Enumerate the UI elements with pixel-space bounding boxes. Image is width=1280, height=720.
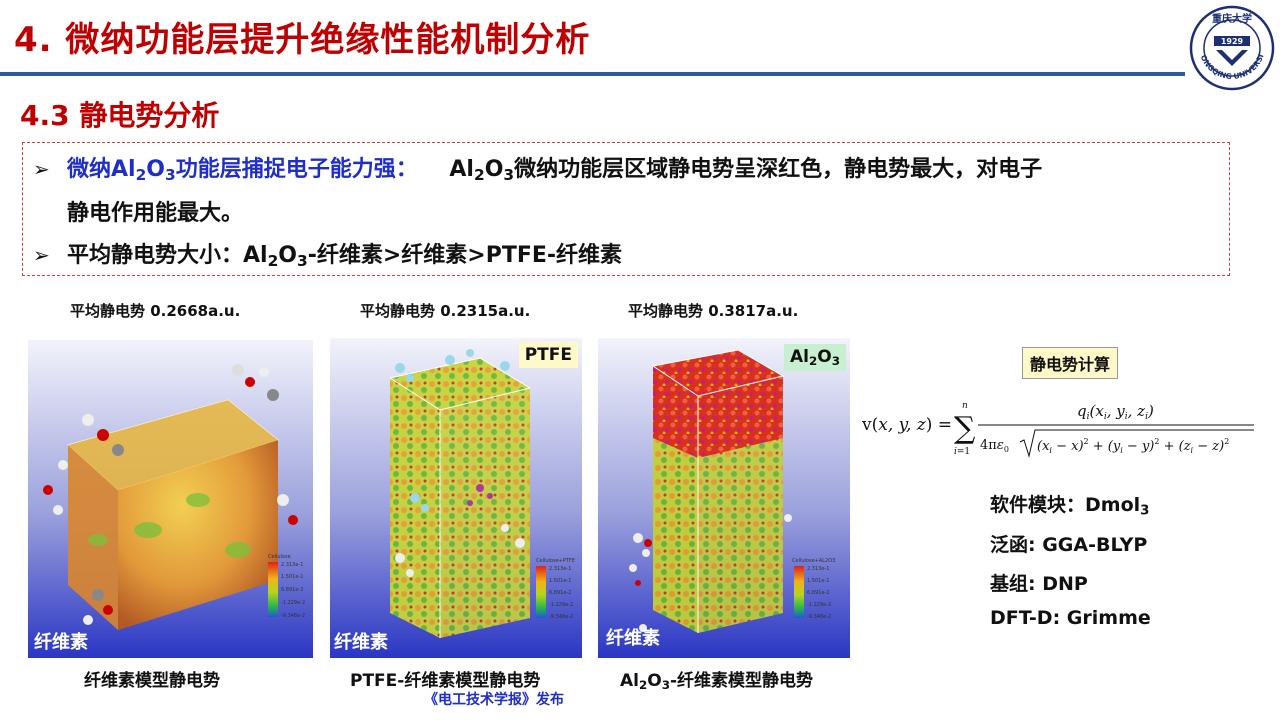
caption-al2o3-model: Al2O3-纤维素模型静电势: [620, 671, 814, 692]
esp-image-ptfe-cellulose: Cellulose+PTFE 2.313e-1 1.501e-1 6.891e-…: [330, 338, 582, 658]
avg-potential-ptfe: 平均静电势 0.2315a.u.: [360, 302, 531, 320]
legend-tick: -9.348e-2: [807, 614, 831, 620]
param-basis-set: 基组: DNP: [990, 573, 1088, 595]
svg-text:4πε0: 4πε0: [980, 438, 1009, 454]
legend-title: Cellulose+PTFE: [536, 558, 575, 564]
legend-tick: 2.313e-1: [807, 566, 829, 572]
svg-text:v(x, y, z) =: v(x, y, z) =: [862, 415, 952, 435]
esp-formula: v(x, y, z) = n ∑ i=1 qi(xi, yi, zi) 4πε0…: [861, 394, 1262, 466]
esp-image-cellulose: Cellulose 2.313e-1 1.501e-1 6.891e-2 -1.…: [28, 340, 313, 658]
legend-tick: 2.313e-1: [549, 566, 571, 572]
legend-title: Cellulose+AL2O3: [792, 558, 835, 564]
legend-tick: 2.313e-1: [281, 562, 303, 568]
material-label: 纤维素: [334, 632, 388, 653]
material-label: 纤维素: [34, 632, 88, 653]
bullet-1: ➢ 微纳Al2O3功能层捕捉电子能力强： Al2O3微纳功能层区域静电势呈深红色，…: [33, 151, 1042, 184]
param-dispersion: DFT-D: Grimme: [990, 607, 1151, 629]
caption-ptfe-model: PTFE-纤维素模型静电势: [350, 671, 541, 691]
legend-tick: -9.348e-2: [281, 613, 305, 619]
legend-tick: 1.501e-1: [807, 578, 829, 584]
esp-image-al2o3-cellulose: Cellulose+AL2O3 2.313e-1 1.501e-1 6.891e…: [598, 338, 850, 658]
param-software: 软件模块：Dmol3: [990, 494, 1150, 519]
title-divider: [0, 72, 1185, 76]
legend-tick: 6.891e-2: [549, 590, 571, 596]
legend-tick: -9.348e-2: [549, 614, 573, 620]
legend-tick: 1.501e-1: [281, 574, 303, 580]
key-findings-box: ➢ 微纳Al2O3功能层捕捉电子能力强： Al2O3微纳功能层区域静电势呈深红色，…: [22, 142, 1230, 276]
bullet-1-continuation: 静电作用能最大。: [67, 201, 244, 226]
legend-tick: 6.891e-2: [807, 590, 829, 596]
calc-label: 静电势计算: [1022, 347, 1119, 379]
ptfe-badge: PTFE: [518, 342, 578, 368]
section-heading: 4.3 静电势分析: [20, 99, 220, 132]
al2o3-badge: Al2O3: [784, 344, 846, 371]
svg-text:qi(xi, yi, zi): qi(xi, yi, zi): [1077, 402, 1154, 422]
svg-text:n: n: [962, 401, 968, 411]
arrow-bullet-icon: ➢: [33, 157, 50, 181]
legend-title: Cellulose: [268, 554, 291, 560]
legend-tick: 1.501e-1: [549, 578, 571, 584]
avg-potential-al2o3: 平均静电势 0.3817a.u.: [628, 302, 799, 320]
university-logo: CHONGQING UNIVERSITY 重庆大学 1929: [1184, 0, 1276, 92]
logo-top-text: 重庆大学: [1212, 12, 1252, 25]
slide-title: 4. 微纳功能层提升绝缘性能机制分析: [14, 20, 591, 60]
avg-potential-cellulose: 平均静电势 0.2668a.u.: [70, 302, 241, 320]
bullet-1-lead: 微纳Al2O3功能层捕捉电子能力强：: [67, 157, 418, 184]
bullet-2: ➢ 平均静电势大小：Al2O3-纤维素>纤维素>PTFE-纤维素: [33, 243, 623, 270]
logo-year: 1929: [1221, 37, 1244, 46]
bullet-1-body: Al2O3微纳功能层区域静电势呈深红色，静电势最大，对电子: [449, 157, 1043, 184]
svg-text:(xi − x)2 + (yi − y)2 + (zi −: (xi − x)2 + (yi − y)2 + (zi − z)2: [1037, 437, 1229, 455]
svg-text:i=1: i=1: [954, 447, 970, 457]
param-functional: 泛函: GGA-BLYP: [990, 534, 1148, 556]
legend-tick: 6.891e-2: [281, 587, 303, 593]
svg-text:∑: ∑: [954, 411, 976, 446]
legend-tick: -1.229e-2: [807, 602, 831, 608]
source-credit: 《电工技术学报》发布: [424, 692, 564, 708]
legend-tick: -1.229e-2: [549, 602, 573, 608]
material-label: 纤维素: [606, 628, 660, 649]
legend-tick: -1.229e-2: [281, 600, 305, 606]
caption-cellulose-model: 纤维素模型静电势: [84, 671, 220, 691]
arrow-bullet-icon: ➢: [33, 243, 50, 267]
